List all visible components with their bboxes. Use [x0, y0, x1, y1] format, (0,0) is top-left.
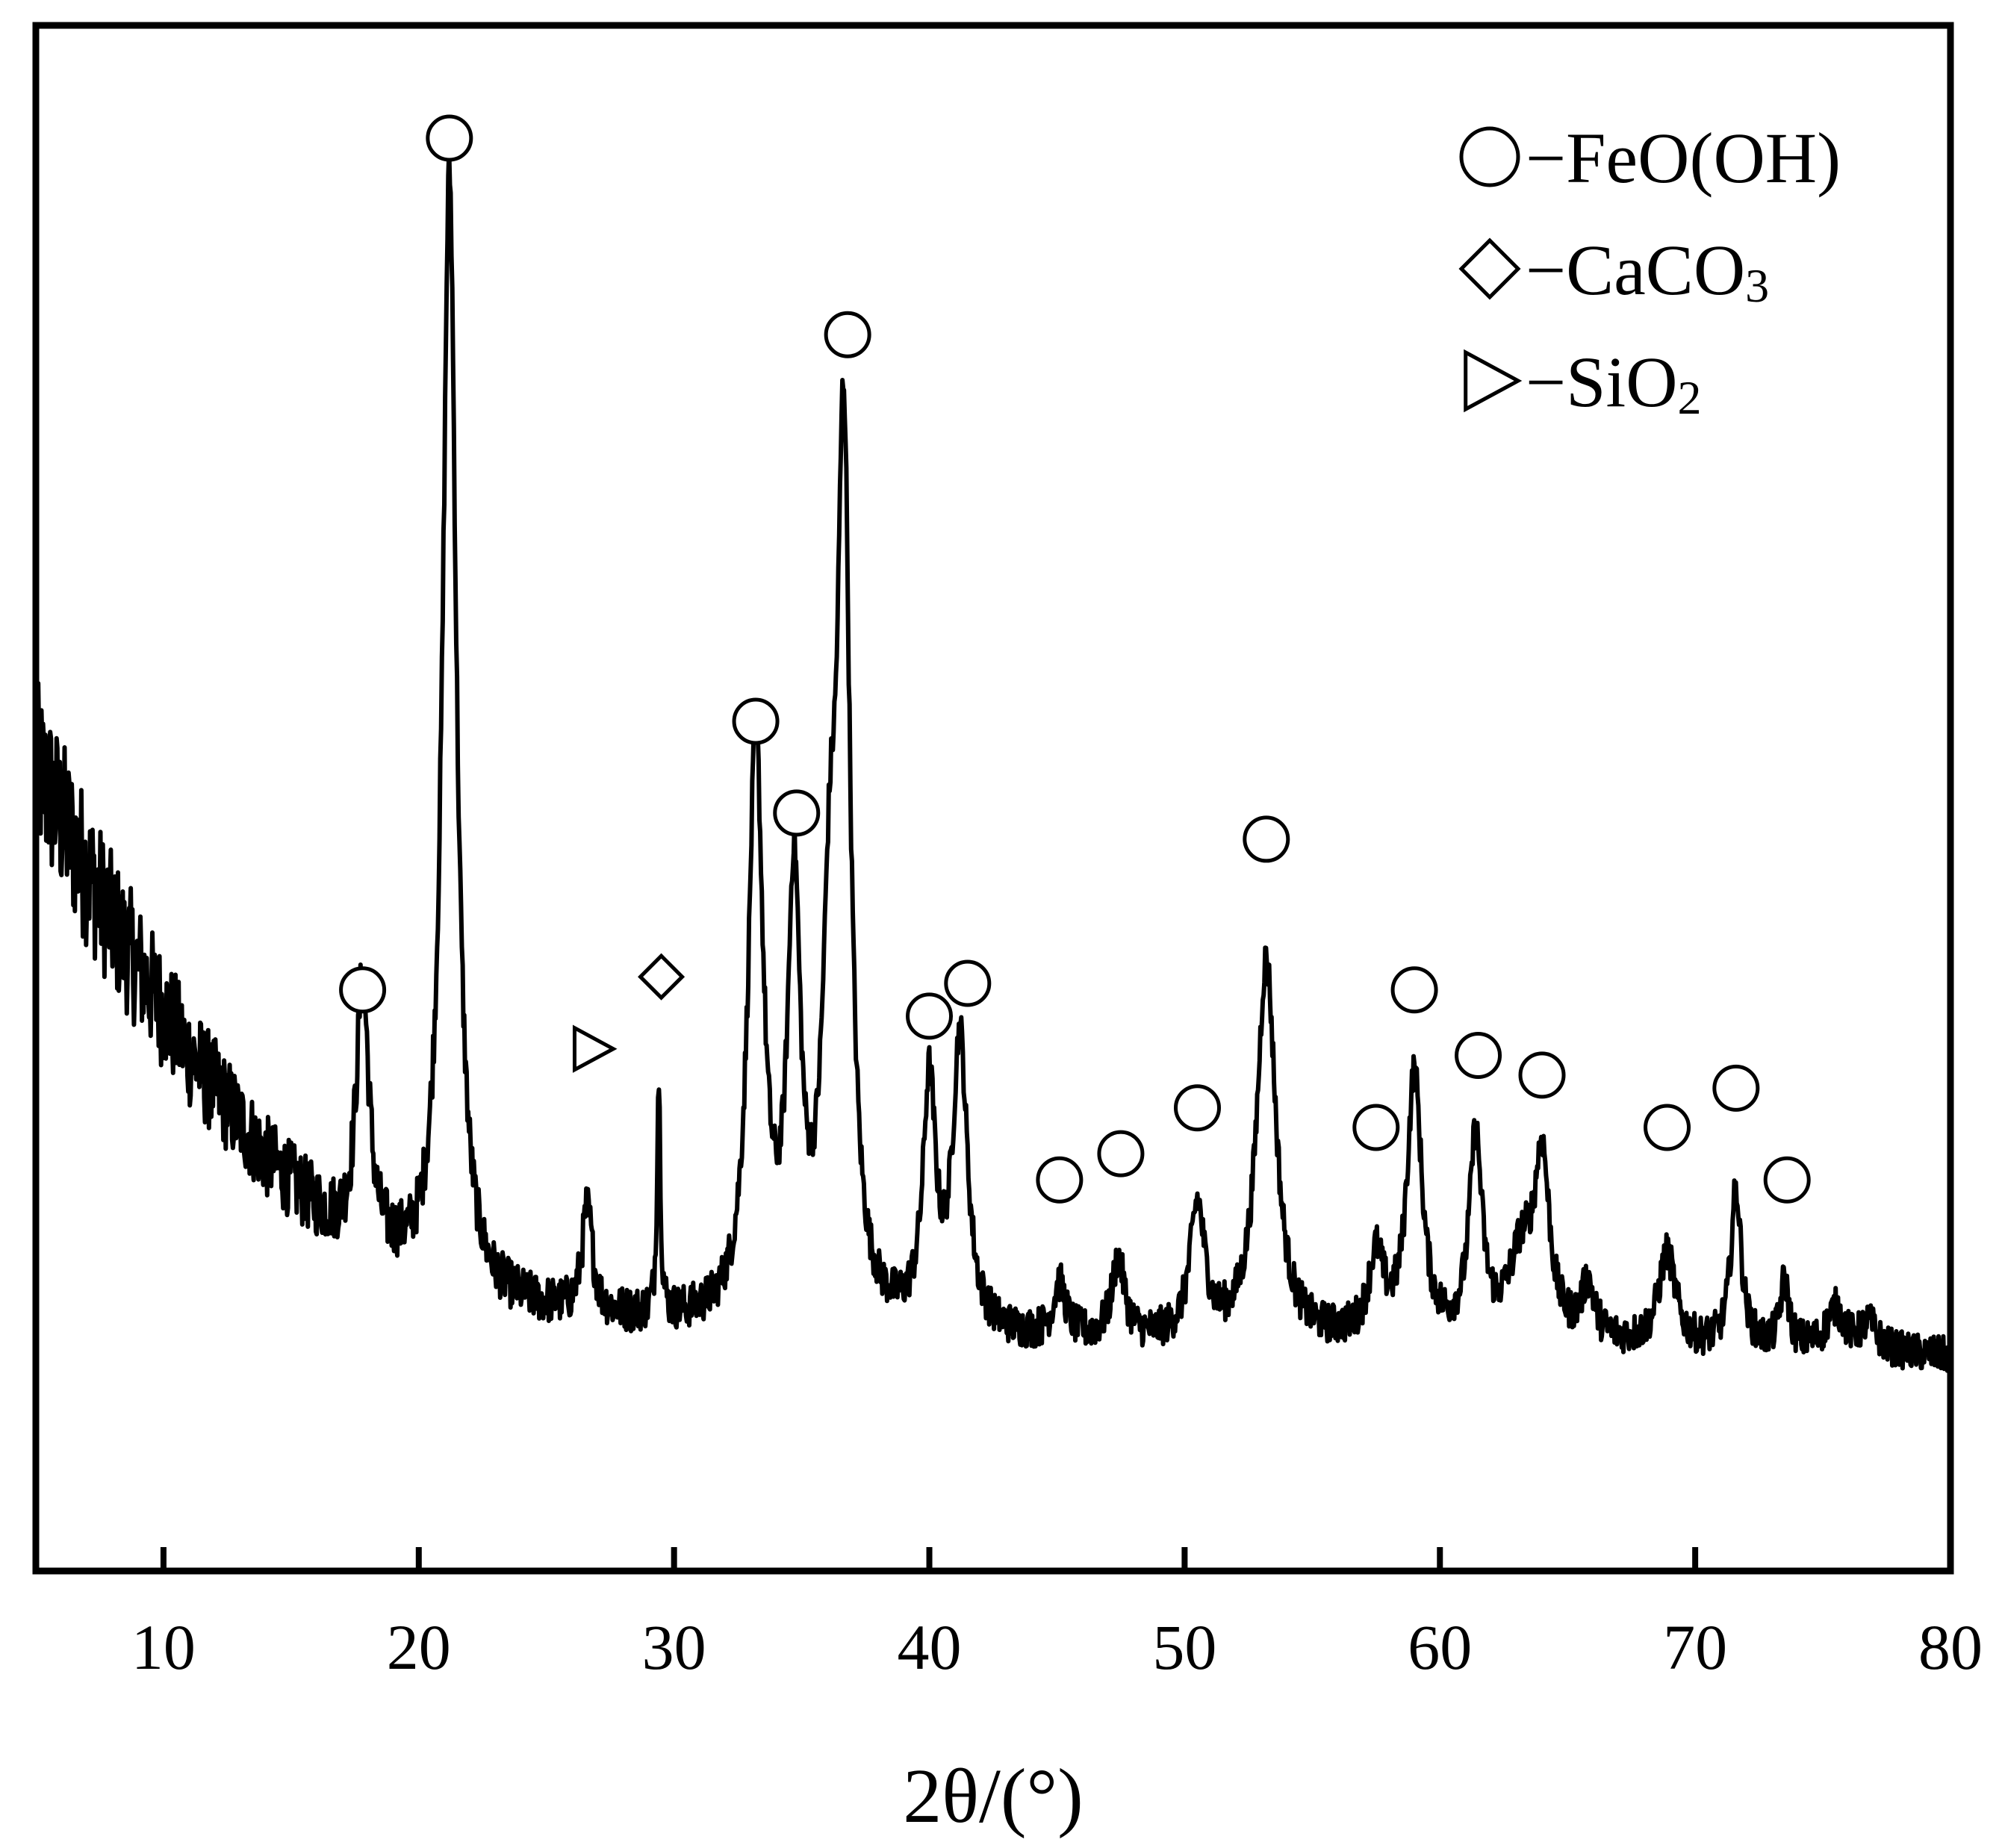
feooh-marker	[1455, 1032, 1502, 1079]
x-tick-label: 80	[1918, 1611, 1983, 1683]
feooh-marker	[1712, 1064, 1760, 1112]
caco3-marker	[1458, 237, 1521, 300]
x-tick-label: 50	[1152, 1611, 1216, 1683]
feooh-marker	[426, 114, 473, 162]
feooh-marker	[1243, 815, 1290, 863]
legend-entry-label: −SiO2	[1526, 342, 1702, 424]
feooh-marker	[732, 697, 780, 745]
x-tick-label: 60	[1408, 1611, 1472, 1683]
feooh-marker	[1352, 1104, 1400, 1151]
legend-entry-text: −SiO	[1526, 342, 1678, 422]
xrd-pattern-line	[34, 149, 1953, 1373]
feooh-marker	[1390, 966, 1438, 1014]
feooh-marker	[1763, 1156, 1811, 1204]
legend-entry-subscript: 3	[1745, 259, 1769, 312]
feooh-marker	[1459, 126, 1520, 187]
x-axis-ticks	[160, 1547, 1699, 1571]
feooh-marker	[1036, 1156, 1084, 1204]
feooh-marker	[1644, 1104, 1691, 1151]
feooh-marker	[824, 311, 871, 358]
legend-entry-label: −FeO(OH)	[1526, 118, 1841, 198]
legend-entry-subscript: 2	[1678, 371, 1702, 424]
x-axis-title: 2θ/(°)	[903, 1753, 1084, 1839]
sio2-marker	[1464, 349, 1523, 413]
feooh-marker	[1173, 1084, 1221, 1132]
feooh-marker	[1518, 1051, 1566, 1099]
x-tick-label: 30	[642, 1611, 706, 1683]
sio2-marker	[572, 1024, 618, 1073]
phase-markers	[339, 114, 1811, 1204]
feooh-marker	[944, 959, 992, 1007]
x-tick-label: 40	[898, 1611, 962, 1683]
x-tick-label: 10	[131, 1611, 196, 1683]
caco3-marker	[638, 953, 686, 1001]
feooh-marker	[773, 789, 821, 837]
x-tick-label: 20	[387, 1611, 451, 1683]
x-tick-label: 70	[1663, 1611, 1727, 1683]
feooh-marker	[906, 992, 954, 1040]
legend: −FeO(OH) −CaCO3 −SiO2	[1458, 118, 1841, 424]
legend-entry-text: −FeO(OH)	[1526, 118, 1841, 198]
legend-entry-text: −CaCO	[1526, 230, 1745, 310]
feooh-marker	[1097, 1130, 1145, 1177]
legend-entry-label: −CaCO3	[1526, 230, 1769, 312]
feooh-marker	[339, 966, 387, 1014]
x-axis-tick-labels: 10 20 30 40 50 60 70 80	[131, 1611, 1983, 1683]
